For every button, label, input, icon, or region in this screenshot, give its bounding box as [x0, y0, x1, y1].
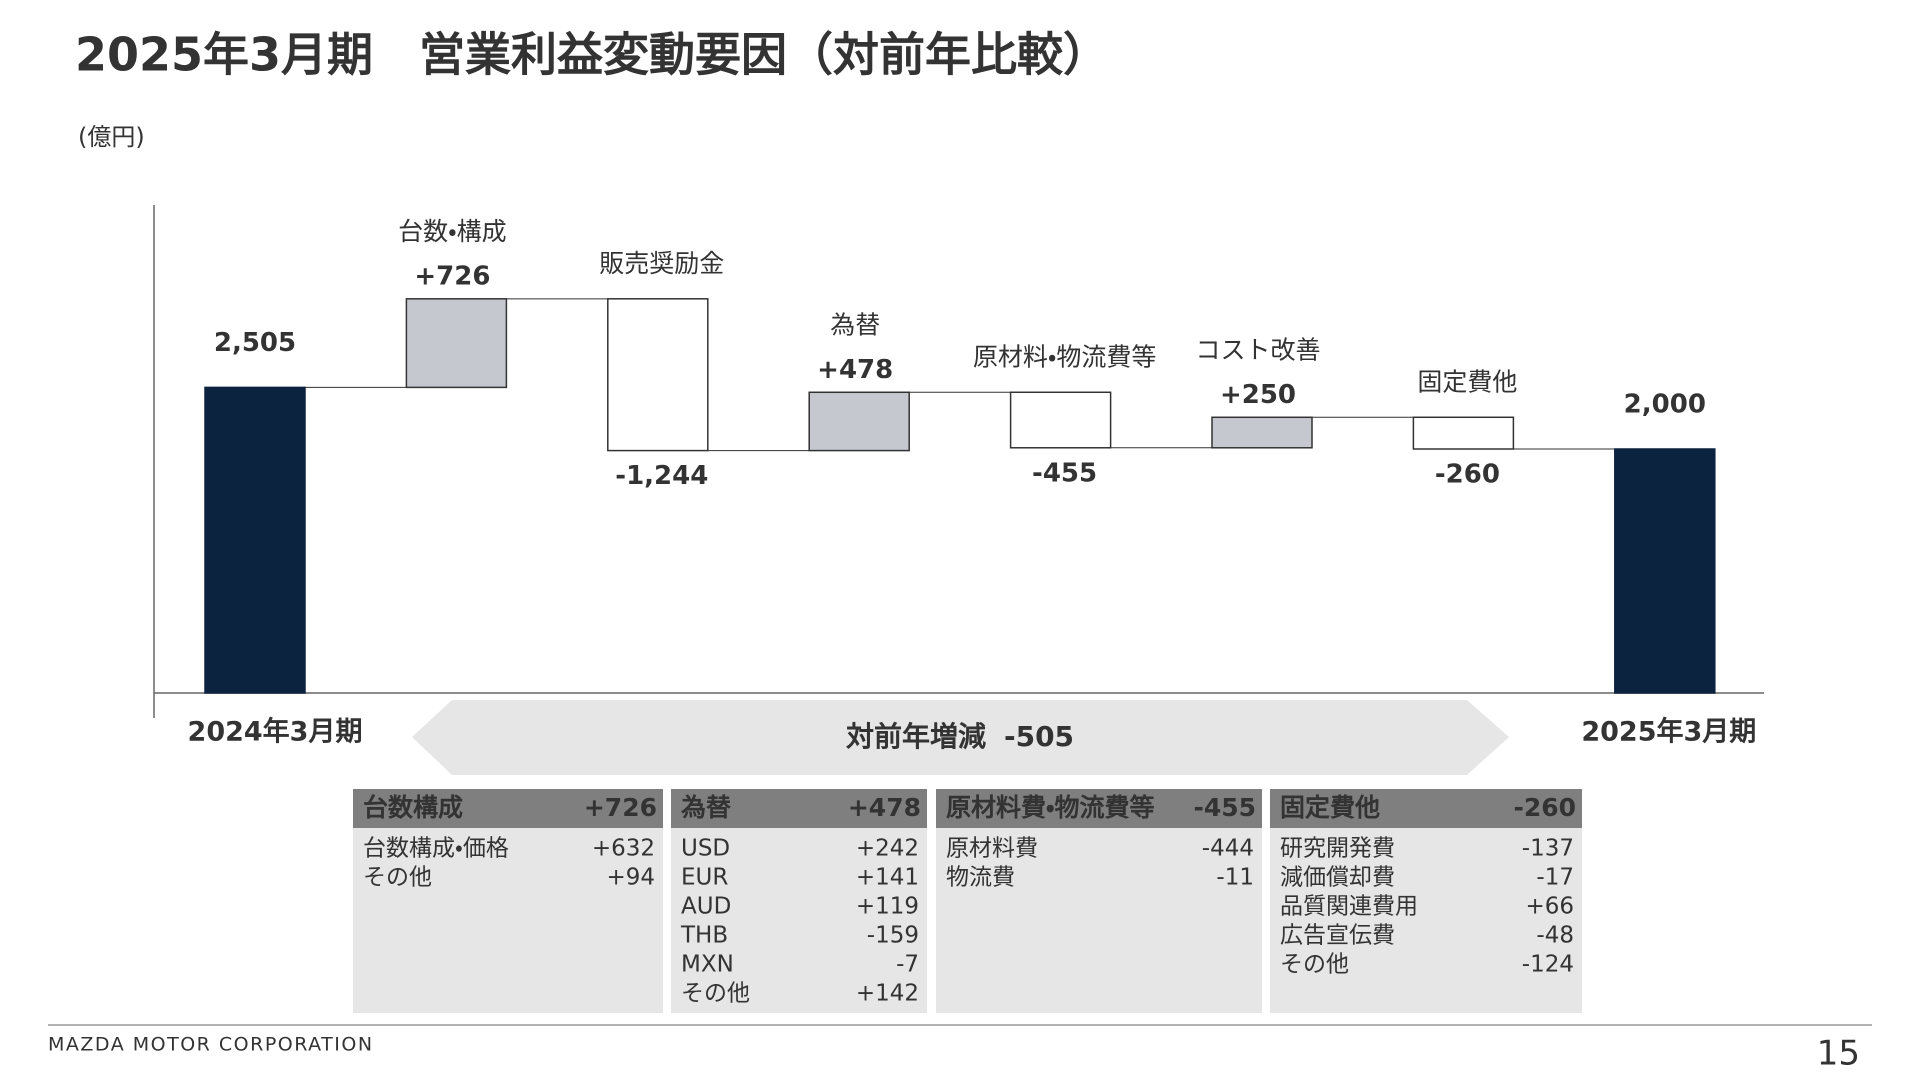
category-label: 2025年3月期	[1581, 716, 1756, 748]
table-total: -260	[1513, 793, 1576, 822]
row-value: +141	[856, 865, 919, 891]
row-value: -48	[1536, 923, 1574, 949]
row-value: +94	[606, 865, 655, 891]
value-label: -455	[1032, 458, 1097, 488]
table-header	[353, 789, 663, 828]
company: MAZDA MOTOR CORPORATION	[48, 1034, 374, 1056]
bar	[405, 298, 508, 389]
table-total: +478	[848, 793, 921, 822]
row-label: THB	[680, 923, 728, 949]
row-value: -444	[1202, 836, 1254, 862]
bar	[808, 391, 910, 452]
row-value: +142	[856, 981, 919, 1007]
bar	[1211, 416, 1313, 449]
title: 2025年3月期 営業利益変動要因（対前年比較）	[75, 28, 1109, 82]
row-value: -124	[1522, 952, 1574, 978]
row-label: MXN	[681, 952, 734, 978]
change-text: 対前年増減	[846, 720, 986, 753]
category-label: 原材料・物流費等	[973, 342, 1157, 371]
row-value: +66	[1525, 894, 1574, 920]
row-label: USD	[681, 836, 730, 862]
change-label: 対前年増減 -505	[846, 720, 1074, 753]
bar	[204, 386, 306, 694]
row-label: 研究開発費	[1280, 836, 1395, 862]
bar	[607, 298, 709, 452]
row-value: +242	[856, 836, 919, 862]
table-body	[353, 828, 663, 1013]
table-title: 為替	[681, 793, 731, 822]
table-title: 台数構成	[363, 793, 463, 822]
change-arrow	[412, 700, 1509, 775]
table-header	[671, 789, 927, 828]
category-label: 販売奨励金	[599, 249, 724, 278]
value-label: +250	[1220, 380, 1296, 410]
table-body	[671, 828, 927, 1013]
row-value: -11	[1216, 865, 1254, 891]
row-value: -7	[896, 952, 919, 978]
table-title: 固定費他	[1280, 793, 1380, 822]
category-label: 台数・構成	[398, 217, 507, 246]
category-label: コスト改善	[1195, 335, 1320, 364]
row-label: EUR	[681, 865, 728, 891]
row-label: その他	[681, 981, 750, 1007]
row-label: 物流費	[946, 865, 1015, 891]
bar	[1009, 391, 1112, 449]
table-header	[1270, 789, 1582, 828]
category-label: 2024年3月期	[188, 716, 363, 748]
unit: (億円)	[78, 123, 145, 151]
row-label: その他	[1280, 952, 1349, 978]
category-label: 固定費他	[1417, 367, 1517, 396]
table-body	[936, 828, 1262, 1013]
category-label: 為替	[830, 310, 880, 339]
row-label: 広告宣伝費	[1280, 923, 1395, 949]
row-label: 原材料費	[946, 836, 1038, 862]
page-number: 15	[1817, 1034, 1860, 1074]
table-total: +726	[584, 793, 657, 822]
row-label: 品質関連費用	[1280, 894, 1418, 920]
value-label: -260	[1435, 460, 1500, 490]
value-label: +726	[414, 261, 490, 291]
table-title: 原材料費・物流費等	[946, 793, 1155, 822]
bar	[1614, 448, 1716, 694]
row-value: -159	[867, 923, 919, 949]
value-label: 2,000	[1624, 390, 1706, 420]
row-value: -137	[1522, 836, 1574, 862]
table-header	[936, 789, 1262, 828]
row-label: その他	[363, 865, 432, 891]
row-value: +632	[592, 836, 655, 862]
row-value: -17	[1536, 865, 1574, 891]
table-body	[1270, 828, 1582, 1013]
value-label: +478	[817, 355, 893, 385]
change-value: -505	[1004, 720, 1074, 753]
table-total: -455	[1193, 793, 1256, 822]
bar	[1412, 416, 1515, 450]
value-label: -1,244	[615, 461, 708, 491]
row-value: +119	[856, 894, 919, 920]
value-label: 2,505	[214, 328, 296, 358]
row-label: 減価償却費	[1280, 865, 1395, 891]
row-label: AUD	[681, 894, 731, 920]
row-label: 台数構成・価格	[363, 836, 509, 862]
